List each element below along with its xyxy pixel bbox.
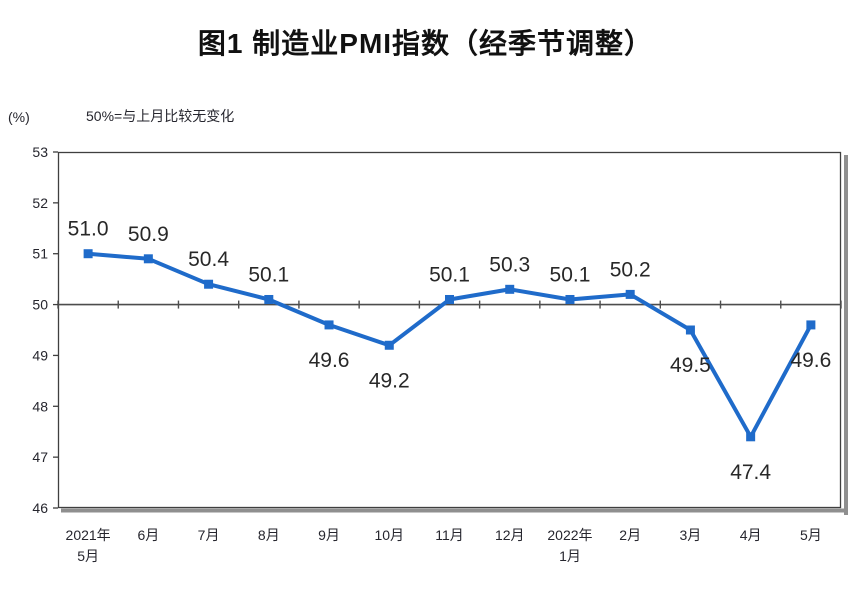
data-point-marker [83,249,93,259]
chart-title: 图1 制造业PMI指数（经季节调整） [197,28,654,59]
data-point-marker [143,254,153,264]
x-axis-tick-label: 5月 [800,527,822,543]
y-axis-tick-label: 47 [32,449,48,465]
y-axis-tick-label: 49 [32,347,48,363]
y-axis-tick-label: 52 [32,195,48,211]
x-axis-tick-label: 2月 [619,527,641,543]
data-point-label: 50.1 [429,263,470,286]
data-point-label: 50.1 [550,263,591,286]
data-point-label: 49.6 [309,349,350,372]
y-axis-tick-label: 48 [32,398,48,414]
x-axis-tick-label: 6月 [137,527,159,543]
x-axis-tick-label: 11月 [435,527,464,543]
data-point-label: 50.2 [610,258,651,281]
data-point-marker [746,432,756,442]
data-point-marker [384,340,394,350]
y-axis-tick-label: 50 [32,297,48,313]
x-axis-tick-label: 7月 [198,527,220,543]
x-axis-tick-label: 12月 [495,527,525,543]
x-axis-tick-label: 4月 [740,527,762,543]
data-point-marker [565,294,575,304]
data-point-marker [625,289,635,299]
data-point-label: 49.6 [790,349,831,372]
data-point-marker [685,325,695,335]
data-point-label: 51.0 [68,218,109,241]
data-point-label: 50.3 [489,253,530,276]
data-point-marker [806,320,816,330]
data-point-marker [505,284,515,294]
data-point-label: 47.4 [730,461,771,484]
y-axis-tick-label: 46 [32,500,48,516]
x-axis-tick-label: 2021年 5月 [66,527,111,564]
plot-shadow-bottom [61,508,848,513]
y-axis-tick-label: 53 [32,144,48,160]
x-axis-tick-label: 10月 [374,527,404,543]
y-axis-tick-label: 51 [32,246,48,262]
data-point-label: 49.2 [369,369,410,392]
data-point-marker [204,279,214,289]
data-point-marker [264,294,274,304]
reference-line-note: 50%=与上月比较无变化 [86,108,235,124]
data-point-marker [445,294,454,304]
plot-area-border [57,151,842,509]
data-point-label: 50.9 [128,223,169,246]
data-point-label: 50.4 [188,248,229,271]
x-axis-tick-label: 8月 [258,527,280,543]
plot-shadow-right [844,155,848,515]
x-axis-tick-label: 9月 [318,527,340,543]
data-point-marker [324,320,334,330]
data-point-label: 49.5 [670,354,711,377]
x-axis-tick-label: 3月 [680,527,702,543]
y-axis-unit-label: (%) [8,109,30,125]
x-axis-tick-label: 2022年 1月 [547,527,592,564]
data-point-label: 50.1 [248,263,289,286]
